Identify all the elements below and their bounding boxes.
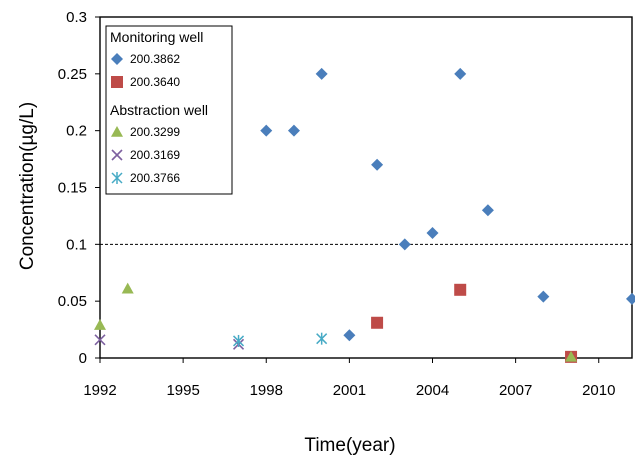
data-point — [121, 282, 134, 294]
data-point — [565, 350, 578, 362]
data-point — [94, 319, 106, 330]
legend-entry-label: 200.3766 — [130, 171, 180, 185]
legend-marker — [111, 76, 123, 88]
data-point — [481, 204, 494, 217]
legend-entry-label: 200.3169 — [130, 148, 180, 162]
legend-group-heading: Monitoring well — [110, 29, 203, 45]
data-point — [287, 124, 300, 137]
data-point — [426, 226, 439, 239]
data-point — [343, 329, 356, 342]
data-point — [316, 332, 328, 345]
x-axis-title: Time(year) — [304, 435, 395, 456]
series-200-3299 — [94, 282, 578, 362]
legend-group-heading: Abstraction well — [110, 102, 208, 118]
y-axis-title: Concentration(µg/L) — [17, 102, 38, 270]
data-point — [371, 158, 384, 171]
y-tick-label: 0.1 — [66, 236, 87, 253]
x-tick-label: 2001 — [333, 382, 366, 399]
legend-marker — [111, 53, 123, 65]
legend-box — [105, 25, 233, 195]
data-point — [371, 316, 384, 329]
y-tick-label: 0.05 — [58, 293, 87, 310]
data-point — [454, 283, 467, 296]
data-point — [626, 292, 635, 305]
data-point — [233, 334, 245, 347]
x-tick-label: 1992 — [83, 382, 116, 399]
series-200-3169 — [94, 334, 245, 350]
series-200-3766 — [233, 332, 328, 347]
axes: 0 0.05 0.1 0.15 0.2 0.25 0.3 1992 1995 1998 2001 20… — [58, 9, 633, 399]
x-tick-label: 2010 — [582, 382, 615, 399]
legend-marker — [111, 126, 123, 137]
x-tick-label: 2004 — [416, 382, 449, 399]
y-tick-label: 0 — [79, 350, 87, 367]
y-tick-label: 0.15 — [58, 180, 87, 197]
y-tick-label: 0.2 — [66, 123, 87, 140]
legend-entry-label: 200.3299 — [130, 125, 180, 139]
data-point — [94, 334, 106, 346]
series-200-3862 — [260, 67, 635, 342]
x-tick-label: 2007 — [499, 382, 532, 399]
data-marks — [94, 67, 635, 363]
data-point — [260, 124, 273, 137]
data-point — [537, 290, 550, 303]
y-tick-label: 0.25 — [58, 66, 87, 83]
legend-marker — [111, 172, 123, 184]
x-tick-label: 1998 — [250, 382, 283, 399]
data-point — [315, 67, 328, 80]
y-tick-label: 0.3 — [66, 9, 87, 26]
x-tick-label: 1995 — [166, 382, 199, 399]
legend-entry-label: 200.3640 — [130, 75, 180, 89]
legend-entry-label: 200.3862 — [130, 52, 180, 66]
data-point — [398, 238, 411, 251]
data-point — [454, 67, 467, 80]
legend-marker — [111, 149, 123, 161]
legend: Monitoring well 200.3862 200.3640 Abstracti… — [105, 25, 233, 195]
